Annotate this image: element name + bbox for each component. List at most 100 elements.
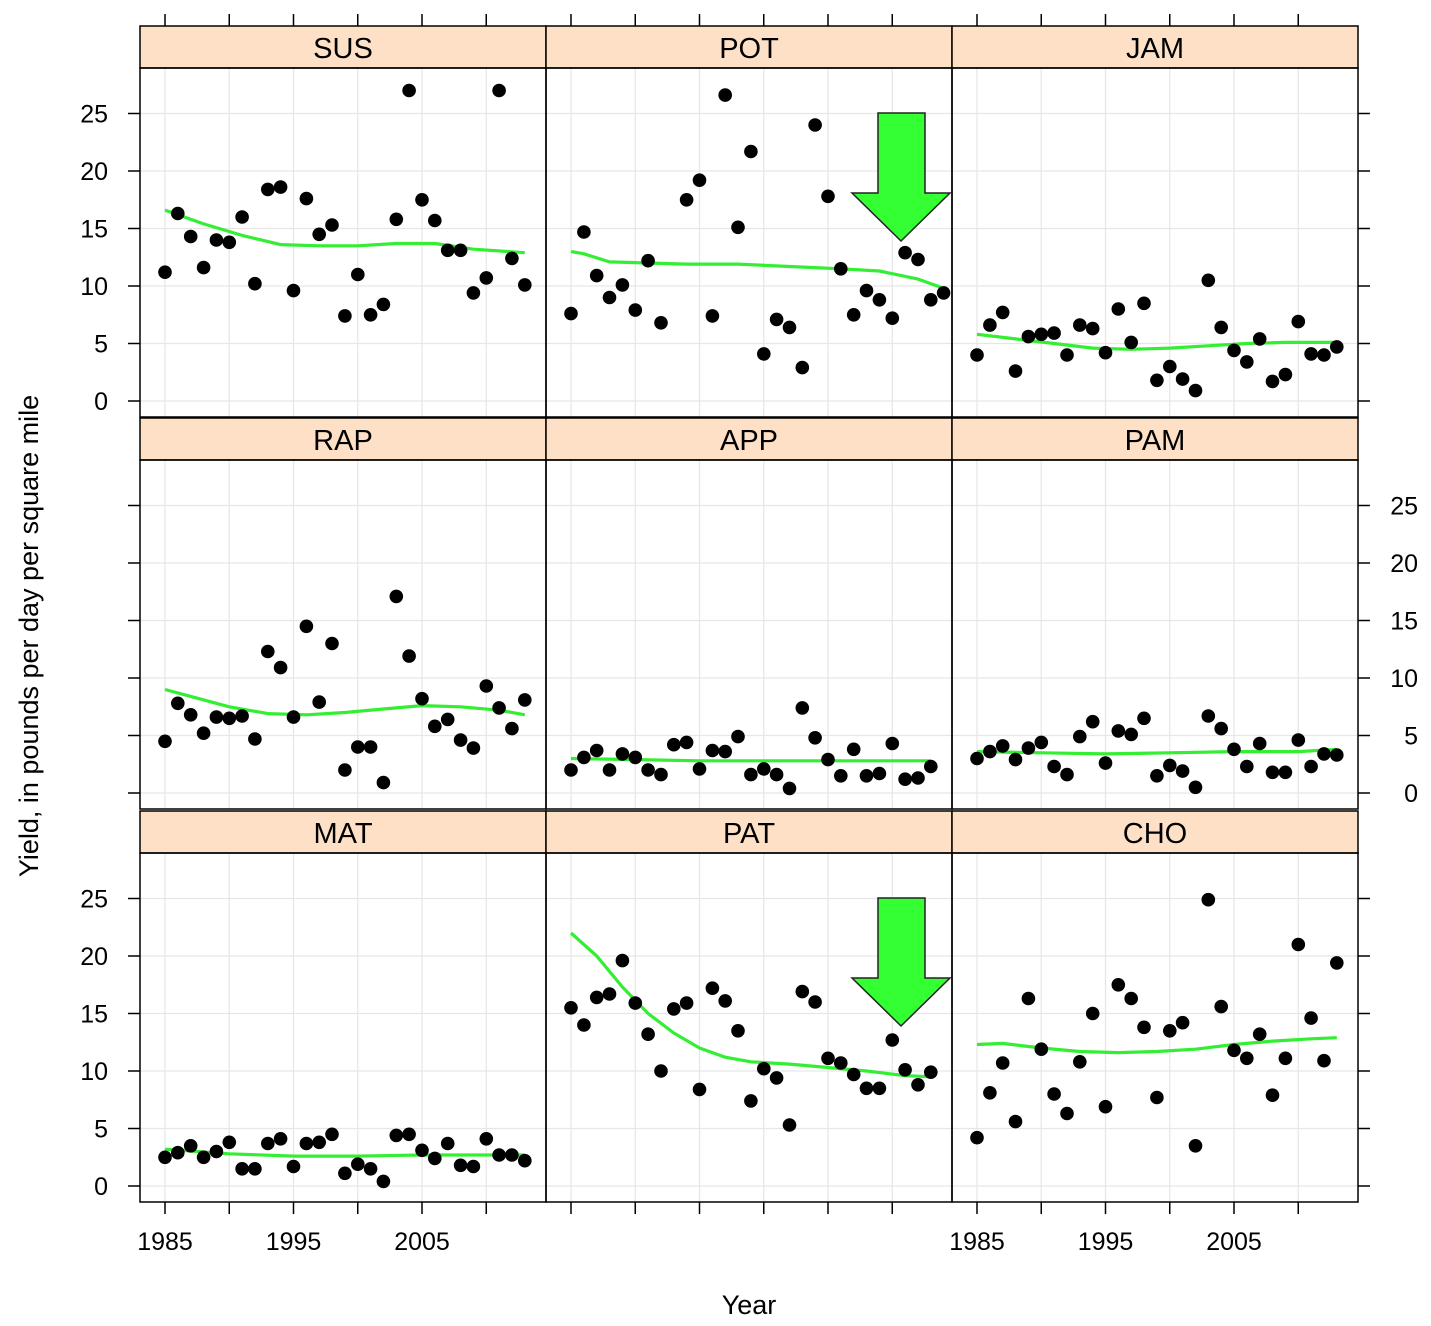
data-point-mat (286, 1159, 301, 1174)
data-point-pot (744, 144, 758, 159)
data-point-jam (1278, 367, 1293, 382)
y-tick-label-right: 0 (1404, 780, 1418, 808)
data-point-pat (692, 1082, 707, 1097)
data-point-pat (872, 1081, 887, 1096)
data-point-pat (834, 1056, 848, 1070)
data-point-app (744, 767, 758, 782)
data-point-jam (1034, 327, 1049, 342)
data-point-mat (389, 1128, 404, 1143)
data-point-pat (821, 1051, 835, 1066)
data-point-cho (1034, 1042, 1049, 1056)
data-point-pot (821, 189, 835, 204)
data-point-cho (1278, 1051, 1293, 1066)
data-point-pot (936, 286, 951, 300)
data-point-jam (1060, 348, 1074, 362)
data-point-pat (602, 987, 617, 1001)
panel-frame-sus (139, 67, 547, 418)
data-point-app (564, 763, 578, 777)
data-point-cho (1008, 1114, 1023, 1129)
data-point-sus (453, 243, 468, 258)
data-point-sus (222, 235, 237, 250)
data-point-mat (312, 1135, 327, 1150)
data-point-cho (1175, 1015, 1190, 1030)
data-point-mat (428, 1151, 442, 1166)
smooth-line-rap (164, 687, 526, 717)
data-point-pot (834, 262, 848, 276)
data-point-mat (479, 1132, 494, 1146)
data-point-app (846, 742, 861, 757)
data-point-pot (795, 360, 810, 375)
y-tick-label-right: 20 (1390, 550, 1418, 578)
data-point-cho (1291, 937, 1306, 952)
panel-frame-cho (951, 852, 1359, 1203)
data-point-pot (872, 293, 887, 307)
data-point-sus (273, 180, 288, 194)
data-point-pot (692, 173, 707, 187)
data-point-cho (1098, 1099, 1113, 1114)
data-point-sus (171, 206, 185, 221)
data-point-sus (338, 309, 352, 323)
panel-strip-mat (139, 810, 547, 854)
x-tick-label: 1985 (137, 1228, 193, 1256)
data-point-pat (667, 1002, 681, 1016)
data-point-jam (983, 318, 997, 332)
data-point-jam (1188, 383, 1203, 398)
data-point-mat (222, 1135, 237, 1150)
data-point-pot (628, 303, 643, 317)
data-point-cho (970, 1130, 984, 1145)
panel-title-pot: POT (719, 33, 779, 65)
data-point-cho (1201, 892, 1216, 907)
data-point-rap (286, 710, 301, 724)
data-point-pat (744, 1094, 758, 1108)
data-point-cho (1188, 1139, 1203, 1153)
data-point-sus (428, 213, 442, 228)
data-point-pot (757, 347, 771, 361)
x-tick-label: 2005 (394, 1228, 450, 1256)
data-point-rap (209, 710, 224, 724)
data-point-app (885, 736, 900, 751)
data-point-jam (1265, 374, 1280, 389)
data-point-mat (492, 1148, 506, 1162)
data-point-rap (492, 701, 506, 715)
data-point-pam (983, 744, 997, 759)
data-point-sus (325, 218, 339, 232)
data-point-pam (970, 751, 984, 766)
data-point-rap (363, 740, 378, 754)
data-point-pat (859, 1081, 874, 1096)
x-tick-label: 1995 (1078, 1228, 1134, 1256)
data-point-pot (577, 225, 591, 239)
data-point-rap (479, 679, 494, 693)
data-point-mat (402, 1127, 416, 1142)
data-point-pam (1240, 759, 1254, 774)
data-point-pam (1304, 759, 1318, 774)
y-tick-label-right: 5 (1404, 723, 1418, 751)
data-point-jam (1201, 273, 1216, 288)
data-point-sus (479, 271, 494, 285)
data-point-mat (415, 1143, 429, 1158)
y-tick-label-right: 25 (1390, 493, 1418, 521)
data-point-pam (1111, 724, 1126, 738)
data-point-pat (679, 996, 694, 1010)
data-point-jam (1098, 345, 1113, 360)
data-point-pat (731, 1024, 745, 1038)
data-point-rap (466, 741, 481, 755)
data-point-pat (718, 994, 732, 1008)
data-point-app (859, 769, 874, 783)
data-point-pam (1163, 758, 1177, 773)
y-tick-label: 20 (80, 943, 108, 971)
panel-title-pat: PAT (723, 818, 775, 850)
y-tick-label: 10 (80, 273, 108, 301)
y-tick-label: 25 (80, 886, 108, 914)
data-point-sus (248, 276, 262, 291)
data-point-pot (654, 316, 668, 330)
data-point-sus (209, 233, 224, 247)
data-point-pam (1137, 711, 1151, 726)
data-point-jam (1085, 321, 1100, 336)
data-point-app (667, 737, 681, 752)
data-point-pat (654, 1064, 668, 1078)
data-point-cho (1214, 999, 1228, 1014)
data-point-cho (1047, 1087, 1061, 1101)
data-point-pat (577, 1018, 591, 1032)
data-point-app (705, 743, 720, 758)
